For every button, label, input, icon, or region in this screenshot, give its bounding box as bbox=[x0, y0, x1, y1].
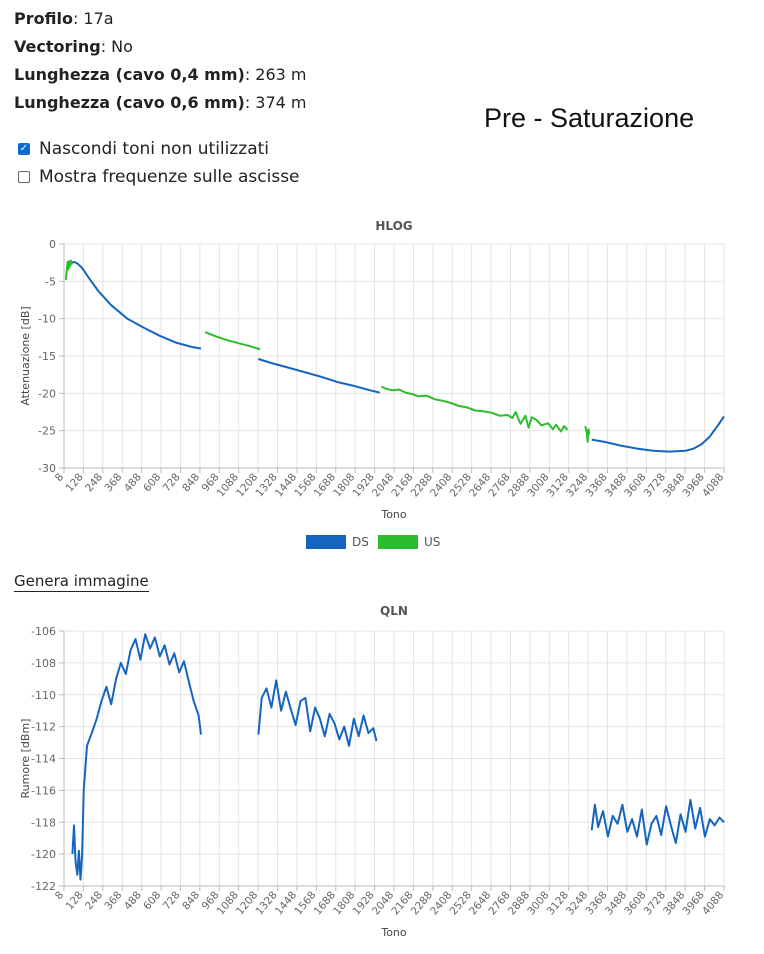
y-tick-label: -15 bbox=[38, 350, 56, 363]
chart-title: QLN bbox=[380, 604, 408, 618]
info-value: : No bbox=[100, 37, 133, 56]
x-tick-label: 728 bbox=[161, 889, 183, 912]
series-line-ds bbox=[70, 260, 202, 350]
x-tick-label: 4088 bbox=[700, 471, 726, 499]
x-tick-label: 368 bbox=[102, 471, 124, 494]
y-axis-label: Attenuazione [dB] bbox=[19, 306, 32, 405]
info-label: Lunghezza (cavo 0,4 mm) bbox=[14, 65, 245, 84]
info-vectoring: Vectoring: No bbox=[14, 37, 133, 57]
option-label: Nascondi toni non utilizzati bbox=[39, 139, 270, 159]
option-show-frequencies[interactable]: Mostra frequenze sulle ascisse bbox=[18, 167, 300, 187]
info-length-04: Lunghezza (cavo 0,4 mm): 263 m bbox=[14, 65, 307, 85]
series-line-ds bbox=[257, 679, 378, 747]
series-line-ds bbox=[71, 633, 202, 881]
qln-chart: QLN-106-108-110-112-114-116-118-120-1228… bbox=[19, 604, 726, 939]
x-tick-label: 368 bbox=[102, 889, 124, 912]
series-line-ds bbox=[258, 358, 381, 394]
legend-swatch-ds bbox=[306, 535, 346, 549]
y-tick-label: -122 bbox=[31, 880, 56, 893]
info-value: : 17a bbox=[72, 9, 114, 28]
y-tick-label: -116 bbox=[31, 784, 56, 797]
y-tick-label: -110 bbox=[31, 689, 56, 702]
x-tick-label: 608 bbox=[141, 471, 163, 494]
y-tick-label: 0 bbox=[49, 238, 56, 251]
y-tick-label: -20 bbox=[38, 387, 56, 400]
x-tick-label: 848 bbox=[180, 889, 202, 912]
y-tick-label: -5 bbox=[45, 275, 56, 288]
x-tick-label: 608 bbox=[141, 889, 163, 912]
series-line-us bbox=[64, 259, 73, 280]
info-value: : 374 m bbox=[244, 93, 307, 112]
x-tick-label: 848 bbox=[180, 471, 202, 494]
x-tick-label: 4088 bbox=[700, 889, 726, 917]
x-tick-label: 248 bbox=[83, 889, 105, 912]
series-line-us bbox=[204, 331, 261, 351]
series-line-ds bbox=[591, 415, 725, 453]
info-length-06: Lunghezza (cavo 0,6 mm): 374 m bbox=[14, 93, 307, 113]
x-tick-label: 8 bbox=[53, 471, 66, 484]
y-tick-label: -112 bbox=[31, 721, 56, 734]
x-tick-label: 128 bbox=[64, 471, 86, 494]
y-axis-label: Rumore [dBm] bbox=[19, 719, 32, 799]
option-hide-unused-tones[interactable]: ✓ Nascondi toni non utilizzati bbox=[18, 139, 269, 159]
x-axis-label: Tono bbox=[380, 508, 407, 521]
x-tick-label: 488 bbox=[122, 471, 144, 494]
x-tick-label: 248 bbox=[83, 471, 105, 494]
legend-label: US bbox=[424, 535, 440, 549]
y-tick-label: -30 bbox=[38, 462, 56, 475]
legend-label: DS bbox=[352, 535, 369, 549]
annotation-text: Pre - Saturazione bbox=[484, 103, 695, 133]
option-label: Mostra frequenze sulle ascisse bbox=[39, 167, 300, 187]
y-tick-label: -10 bbox=[38, 313, 56, 326]
y-tick-label: -108 bbox=[31, 657, 56, 670]
chart-title: HLOG bbox=[375, 219, 412, 233]
x-tick-label: 128 bbox=[64, 889, 86, 912]
hlog-chart: HLOG 0 -5 -10 -15 -20 -25 -30812824836848860872… bbox=[19, 219, 726, 549]
info-value: : 263 m bbox=[244, 65, 307, 84]
legend-swatch-us bbox=[378, 535, 418, 549]
y-tick-label: -25 bbox=[38, 425, 56, 438]
series-line-us bbox=[584, 425, 591, 443]
x-axis-label: Tono bbox=[380, 926, 407, 939]
y-tick-label: -120 bbox=[31, 848, 56, 861]
generate-image-link[interactable]: Genera immagine bbox=[14, 572, 149, 592]
x-tick-label: 8 bbox=[53, 889, 66, 902]
info-profile: Profilo: 17a bbox=[14, 9, 114, 29]
checkbox-unchecked-icon[interactable] bbox=[18, 171, 30, 183]
y-tick-label: -106 bbox=[31, 625, 56, 638]
series-line-ds bbox=[590, 798, 725, 846]
x-tick-label: 728 bbox=[161, 471, 183, 494]
info-label: Profilo bbox=[14, 9, 73, 28]
x-tick-label: 488 bbox=[122, 889, 144, 912]
checkbox-checked-icon[interactable]: ✓ bbox=[18, 143, 30, 155]
y-tick-label: -114 bbox=[31, 753, 56, 766]
series-line-us bbox=[380, 385, 569, 433]
info-label: Lunghezza (cavo 0,6 mm) bbox=[14, 93, 245, 112]
info-label: Vectoring bbox=[14, 37, 101, 56]
y-tick-label: -118 bbox=[31, 816, 56, 829]
